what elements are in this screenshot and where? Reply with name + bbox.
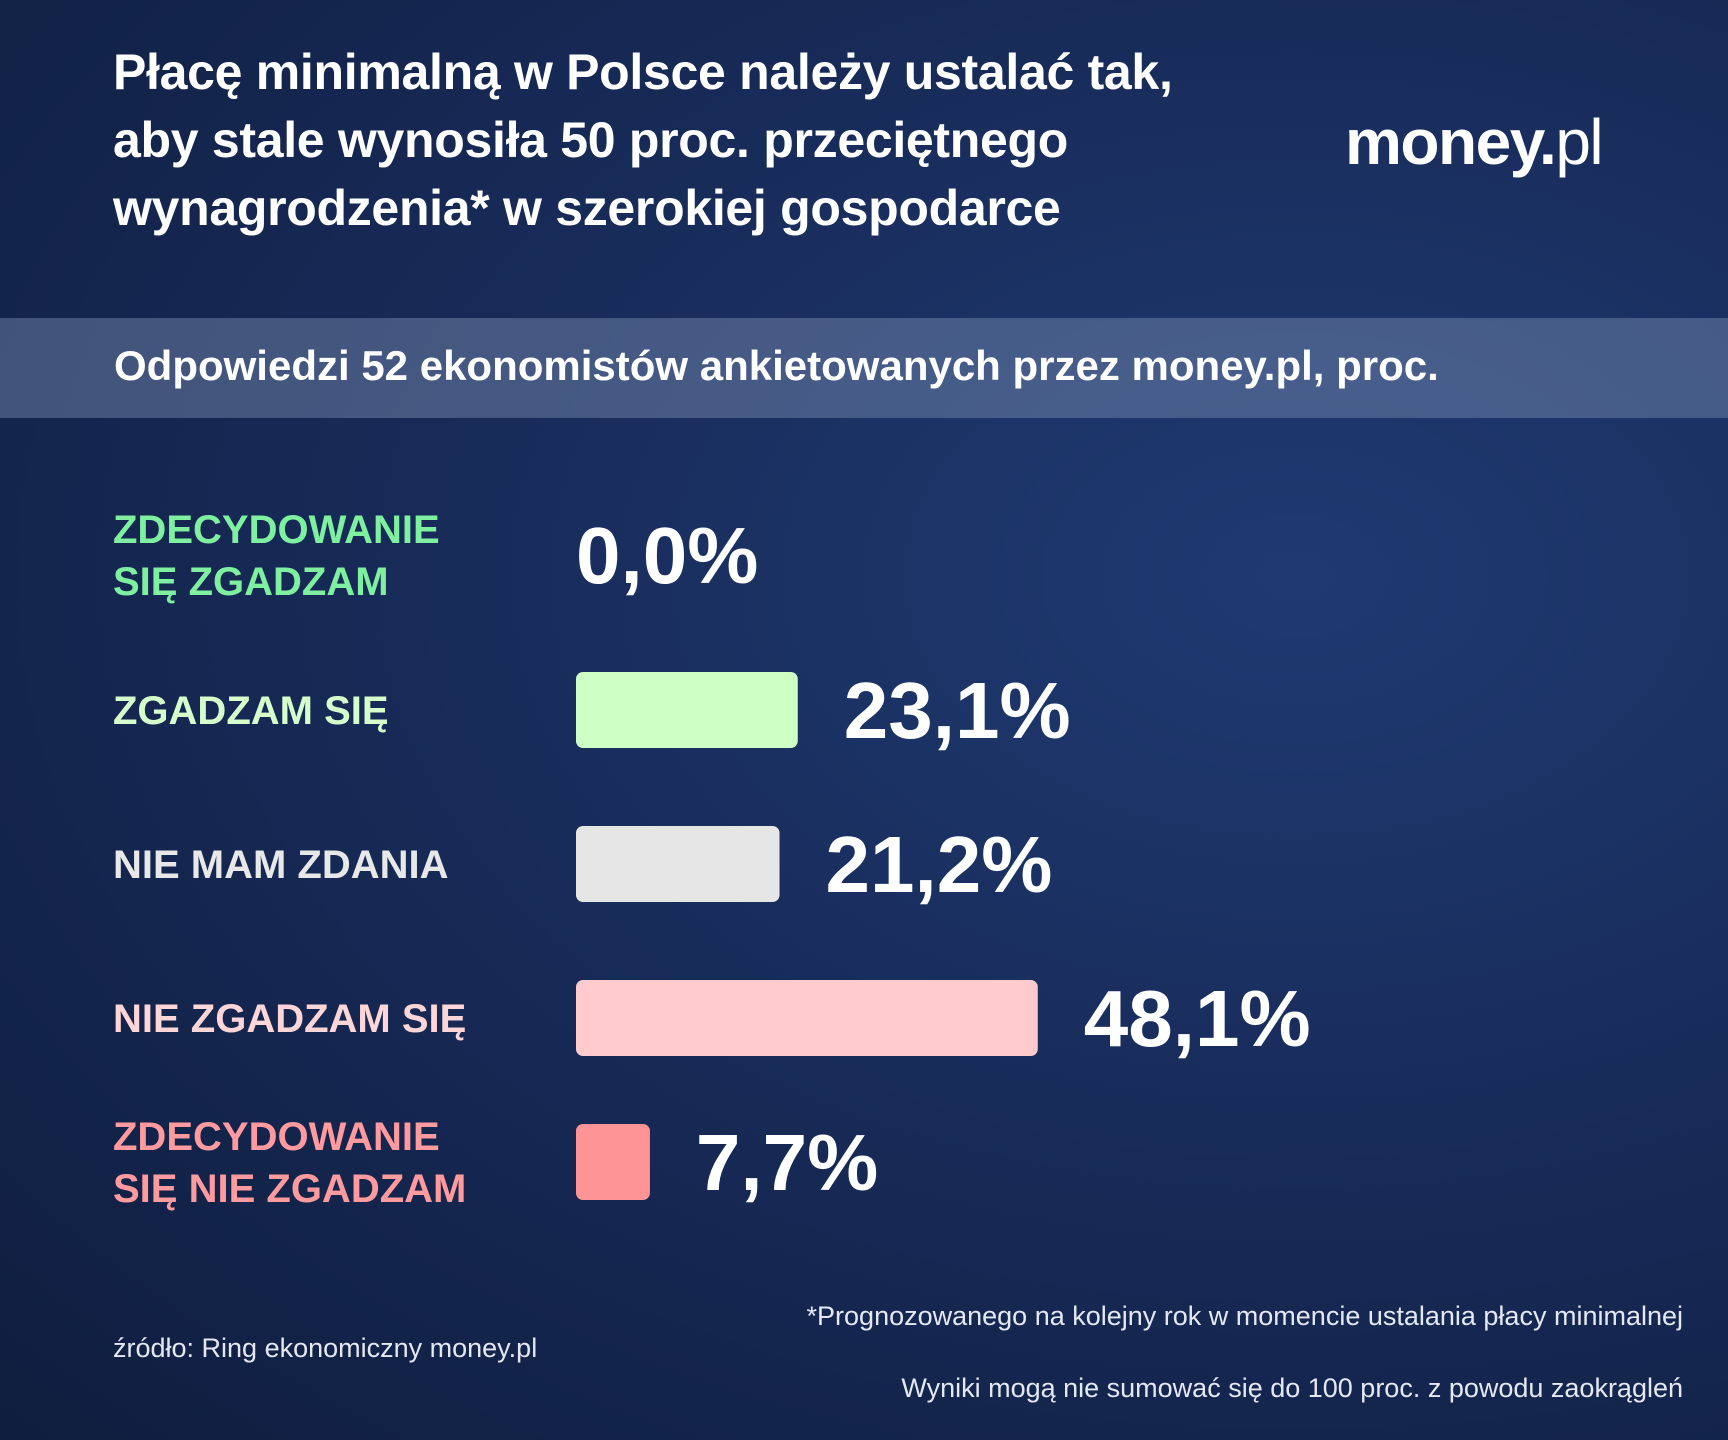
title-line: wynagrodzenia* w szerokiej gospodarce <box>113 180 1061 236</box>
title-line: Płacę minimalną w Polsce należy ustalać … <box>113 44 1173 100</box>
value-label: 21,2% <box>826 820 1053 909</box>
footnote: *Prognozowanego na kolejny rok w momenci… <box>806 1301 1683 1331</box>
value-label: 0,0% <box>576 511 758 600</box>
bar <box>576 672 798 748</box>
logo-main: money. <box>1345 106 1557 178</box>
money-pl-logo: money.pl <box>1345 105 1604 179</box>
subtitle-band: Odpowiedzi 52 ekonomistów ankietowanych … <box>0 318 1728 418</box>
category-label: ZDECYDOWANIE SIĘ ZGADZAM <box>113 508 440 604</box>
category-label: NIE MAM ZDANIA <box>113 843 449 887</box>
bar <box>576 980 1038 1056</box>
chart-subtitle: Odpowiedzi 52 ekonomistów ankietowanych … <box>114 342 1439 389</box>
value-label: 48,1% <box>1084 974 1311 1063</box>
title-line: aby stale wynosiła 50 proc. przeciętnego <box>113 112 1069 168</box>
value-label: 23,1% <box>844 666 1071 755</box>
bar-chart: ZDECYDOWANIE SIĘ ZGADZAM 0,0% ZGADZAM SIĘ 23… <box>113 508 1311 1211</box>
bar <box>576 826 780 902</box>
value-label: 7,7% <box>696 1118 878 1207</box>
rounding-note: Wyniki mogą nie sumować się do 100 proc.… <box>901 1373 1683 1403</box>
category-label: ZDECYDOWANIE SIĘ NIE ZGADZAM <box>113 1115 466 1211</box>
chart-title: Płacę minimalną w Polsce należy ustalać … <box>113 38 1273 242</box>
source-note: źródło: Ring ekonomiczny money.pl <box>113 1333 538 1363</box>
bar <box>576 1124 650 1200</box>
logo-suffix: pl <box>1555 106 1603 178</box>
category-label: ZGADZAM SIĘ <box>113 689 389 733</box>
category-label: NIE ZGADZAM SIĘ <box>113 997 466 1041</box>
